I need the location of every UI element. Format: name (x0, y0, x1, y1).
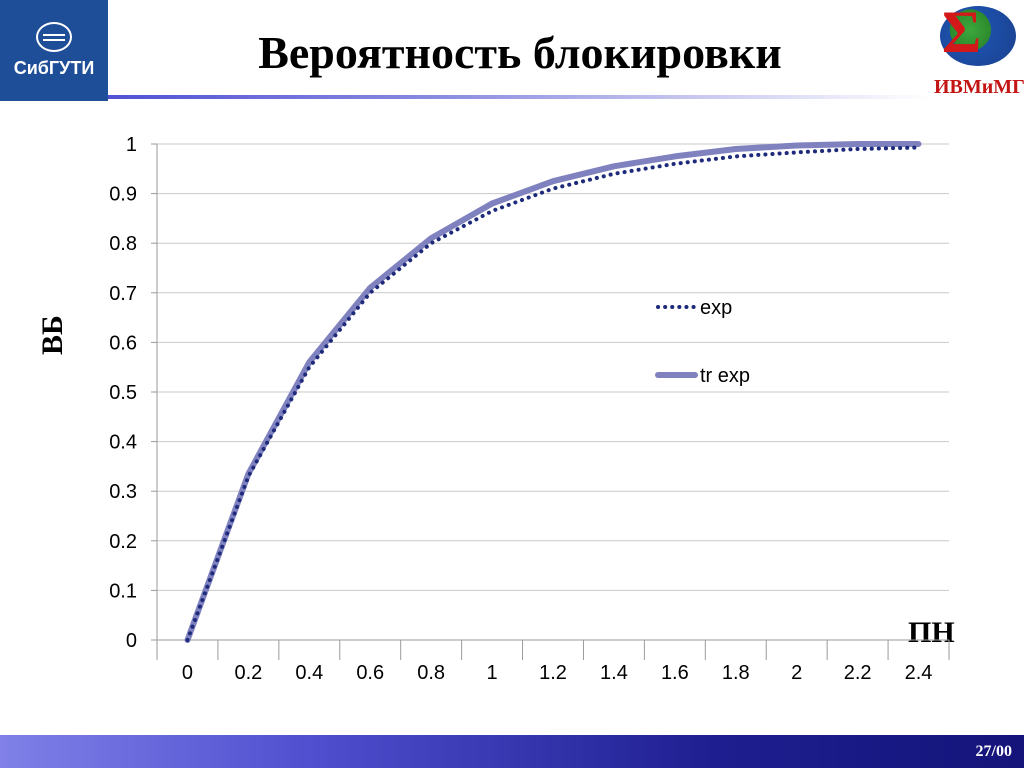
y-tick-label: 0 (126, 630, 137, 652)
x-tick-label: 0.4 (295, 662, 323, 684)
title-underline (108, 95, 930, 99)
ivmimg-logo-text: ИВМиМГ (934, 76, 1024, 98)
legend-label-tr-exp: tr exp (700, 365, 750, 387)
x-tick-label: 2.2 (844, 662, 872, 684)
x-tick-label: 2.4 (905, 662, 933, 684)
x-tick-label: 1 (487, 662, 498, 684)
x-tick-label: 1.8 (722, 662, 750, 684)
y-tick-label: 0.5 (109, 382, 137, 404)
x-axis-label: ПН (908, 616, 955, 649)
sibguti-logo-text: СибГУТИ (13, 58, 95, 78)
sigma-icon: Σ (942, 0, 982, 65)
slide-title: Вероятность блокировки (258, 27, 782, 78)
series-line-exp (185, 145, 921, 642)
y-tick-label: 0.1 (109, 580, 137, 602)
legend-label-exp: exp (700, 297, 732, 319)
y-tick-label: 0.9 (109, 184, 137, 206)
globe-icon (940, 6, 1016, 66)
x-tick-label: 0 (182, 662, 193, 684)
y-tick-label: 0.4 (109, 432, 137, 454)
sibguti-emblem-icon (36, 22, 72, 52)
footer-bar: 27/00 (0, 735, 1024, 768)
x-tick-label: 0.6 (356, 662, 384, 684)
y-tick-label: 0.3 (109, 481, 137, 503)
x-tick-label: 0.2 (234, 662, 262, 684)
x-tick-label: 0.8 (417, 662, 445, 684)
y-tick-label: 0.7 (109, 283, 137, 305)
page-number: 27/00 (975, 743, 1012, 760)
x-tick-label: 1.6 (661, 662, 689, 684)
y-tick-label: 1 (126, 134, 137, 156)
y-tick-label: 0.2 (109, 531, 137, 553)
y-tick-label: 0.8 (109, 233, 137, 255)
x-tick-label: 1.4 (600, 662, 628, 684)
series-line-tr-exp (184, 141, 922, 643)
sibguti-logo: СибГУТИ (0, 0, 108, 101)
ivmimg-logo: Σ ИВМиМГ (934, 0, 1024, 101)
x-tick-label: 1.2 (539, 662, 567, 684)
blocking-probability-chart: 0 0.1 0.2 0.3 0.4 0.5 0.6 0.7 0.8 0.9 1 0 0.2 0.4 0.6 0… (109, 134, 950, 684)
y-tick-label: 0.6 (109, 332, 137, 354)
x-tick-label: 2 (791, 662, 802, 684)
